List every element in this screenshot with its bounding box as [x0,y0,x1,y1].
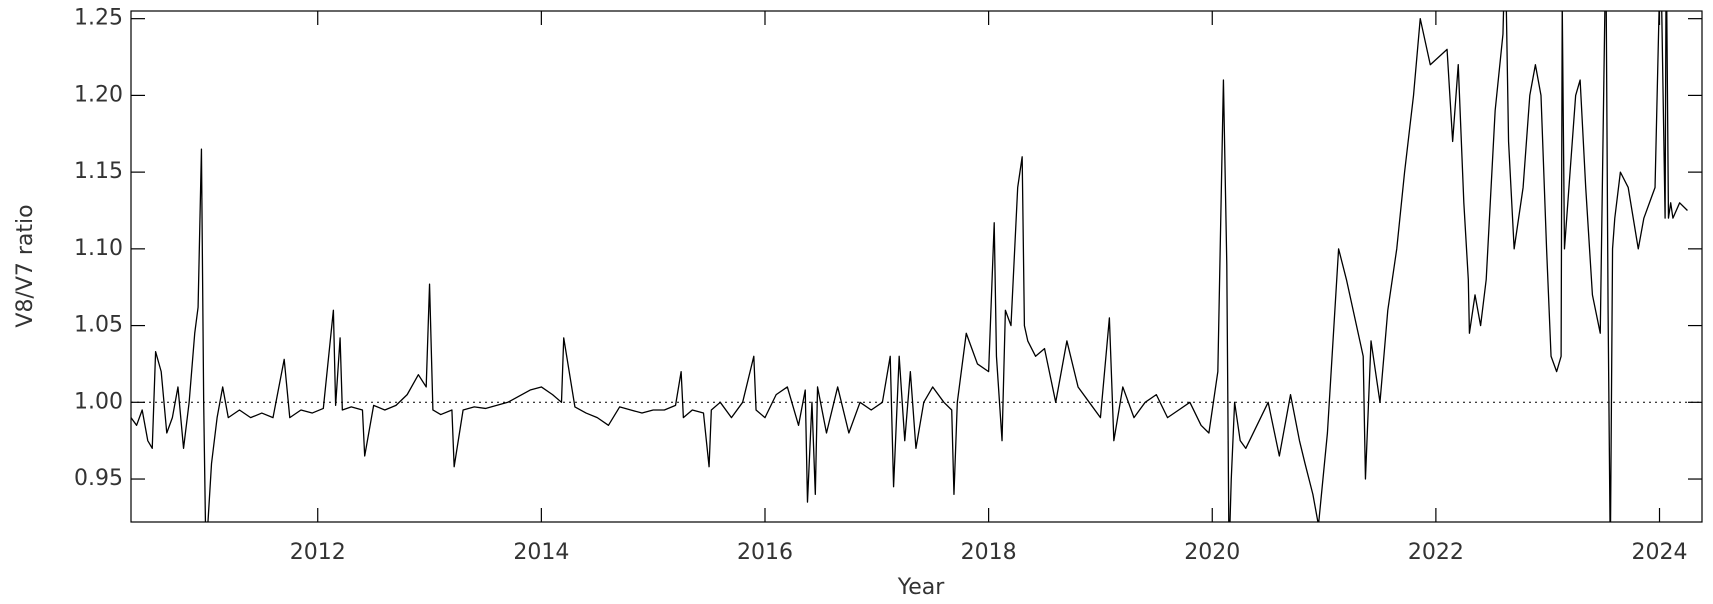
x-tick-label: 2016 [737,540,793,565]
y-tick-label: 1.05 [74,313,123,338]
y-tick-label: 1.20 [74,82,123,107]
x-tick-label: 2018 [961,540,1017,565]
y-axis-label: V8/V7 ratio [13,204,38,327]
y-tick-label: 1.00 [74,389,123,414]
plot-frame [130,10,1703,523]
y-tick-label: 1.10 [74,236,123,261]
x-tick-label: 2012 [290,540,346,565]
x-tick-label: 2020 [1184,540,1240,565]
plot-area [131,11,1702,522]
y-tick-label: 0.95 [74,466,123,491]
data-line [131,11,1688,522]
x-axis-label: Year [897,575,946,600]
x-tick-label: 2024 [1632,540,1688,565]
y-tick-label: 1.25 [74,6,123,31]
y-tick-label: 1.15 [74,159,123,184]
x-tick-label: 2014 [513,540,569,565]
x-tick-label: 2022 [1408,540,1464,565]
